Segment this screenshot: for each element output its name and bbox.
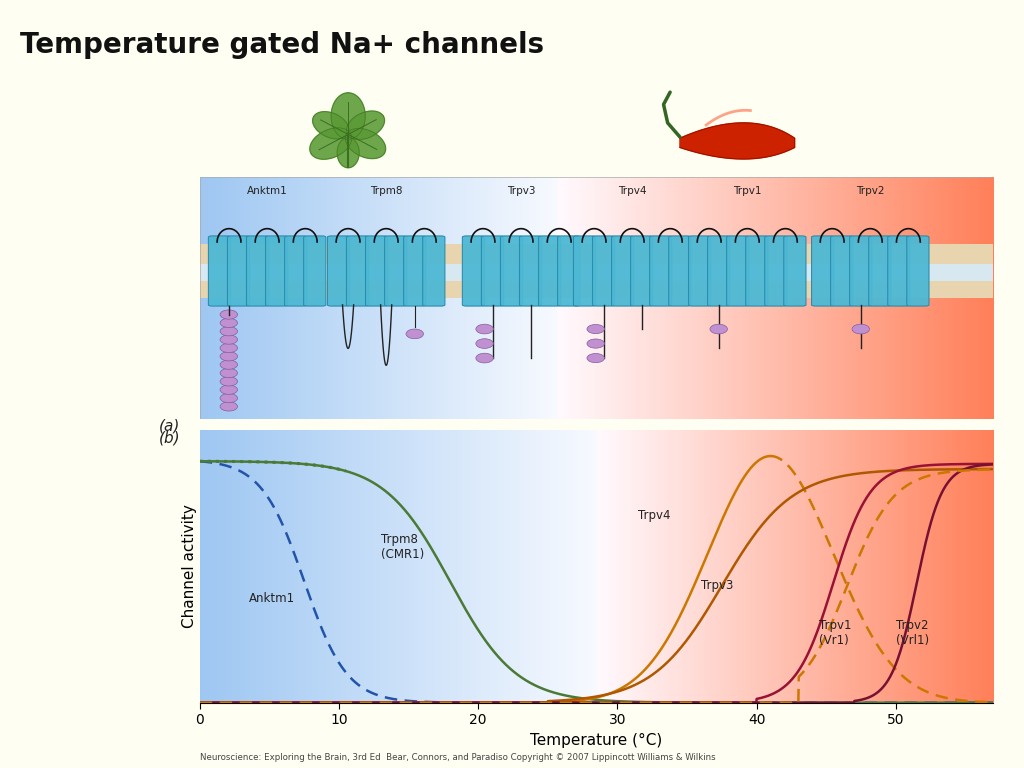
- Polygon shape: [331, 93, 366, 140]
- FancyBboxPatch shape: [463, 236, 484, 306]
- Y-axis label: Channel activity: Channel activity: [182, 505, 197, 628]
- FancyBboxPatch shape: [783, 236, 806, 306]
- Ellipse shape: [220, 326, 238, 336]
- FancyBboxPatch shape: [631, 236, 653, 306]
- Bar: [200, 280, 993, 298]
- FancyBboxPatch shape: [304, 236, 326, 306]
- Ellipse shape: [220, 369, 238, 378]
- Ellipse shape: [587, 324, 604, 333]
- Bar: [200, 244, 993, 263]
- FancyBboxPatch shape: [285, 236, 307, 306]
- Ellipse shape: [587, 353, 604, 362]
- FancyBboxPatch shape: [227, 236, 250, 306]
- Ellipse shape: [587, 339, 604, 348]
- X-axis label: Temperature (°C): Temperature (°C): [530, 733, 663, 748]
- FancyBboxPatch shape: [830, 236, 853, 306]
- FancyBboxPatch shape: [708, 236, 730, 306]
- Text: Temperature gated Na+ channels: Temperature gated Na+ channels: [20, 31, 545, 58]
- Text: Trpm8
(CMR1): Trpm8 (CMR1): [381, 533, 424, 561]
- Text: (b): (b): [159, 430, 180, 445]
- FancyBboxPatch shape: [519, 236, 542, 306]
- FancyBboxPatch shape: [573, 236, 596, 306]
- Text: Anktm1: Anktm1: [247, 187, 288, 197]
- Ellipse shape: [220, 386, 238, 394]
- Polygon shape: [346, 111, 385, 140]
- Text: Trpv1
(Vr1): Trpv1 (Vr1): [819, 618, 852, 647]
- Text: Trpv3: Trpv3: [507, 187, 536, 197]
- FancyBboxPatch shape: [247, 236, 268, 306]
- FancyBboxPatch shape: [481, 236, 504, 306]
- Text: Trpv4: Trpv4: [617, 187, 646, 197]
- Polygon shape: [310, 127, 351, 159]
- FancyBboxPatch shape: [727, 236, 749, 306]
- Text: Trpv3: Trpv3: [700, 579, 733, 592]
- FancyBboxPatch shape: [346, 236, 369, 306]
- FancyBboxPatch shape: [888, 236, 910, 306]
- FancyBboxPatch shape: [558, 236, 580, 306]
- Ellipse shape: [476, 324, 494, 334]
- FancyBboxPatch shape: [539, 236, 561, 306]
- Ellipse shape: [710, 324, 727, 334]
- FancyBboxPatch shape: [423, 236, 444, 306]
- Text: Trpv4: Trpv4: [638, 509, 671, 522]
- Ellipse shape: [220, 377, 238, 386]
- Bar: [200, 263, 993, 280]
- Ellipse shape: [852, 324, 869, 334]
- Text: Anktm1: Anktm1: [249, 592, 295, 605]
- Ellipse shape: [220, 335, 238, 344]
- FancyBboxPatch shape: [850, 236, 871, 306]
- Ellipse shape: [220, 393, 238, 402]
- Ellipse shape: [220, 318, 238, 327]
- FancyBboxPatch shape: [669, 236, 691, 306]
- Text: (a): (a): [159, 419, 180, 434]
- Ellipse shape: [220, 352, 238, 361]
- Ellipse shape: [406, 329, 424, 339]
- Ellipse shape: [220, 343, 238, 353]
- Text: Neuroscience: Exploring the Brain, 3rd Ed  Bear, Connors, and Paradiso Copyright: Neuroscience: Exploring the Brain, 3rd E…: [200, 753, 716, 762]
- FancyBboxPatch shape: [745, 236, 768, 306]
- FancyBboxPatch shape: [688, 236, 711, 306]
- FancyBboxPatch shape: [265, 236, 288, 306]
- Polygon shape: [345, 128, 386, 159]
- FancyBboxPatch shape: [649, 236, 672, 306]
- Text: Trpv1: Trpv1: [733, 187, 762, 197]
- Text: Trpm8: Trpm8: [370, 187, 402, 197]
- Polygon shape: [337, 137, 359, 167]
- FancyBboxPatch shape: [812, 236, 834, 306]
- Ellipse shape: [220, 402, 238, 411]
- FancyBboxPatch shape: [765, 236, 786, 306]
- FancyBboxPatch shape: [501, 236, 522, 306]
- FancyBboxPatch shape: [209, 236, 230, 306]
- Polygon shape: [312, 111, 349, 139]
- FancyBboxPatch shape: [403, 236, 426, 306]
- FancyBboxPatch shape: [366, 236, 388, 306]
- Ellipse shape: [476, 339, 494, 349]
- Ellipse shape: [220, 310, 238, 319]
- FancyBboxPatch shape: [868, 236, 891, 306]
- FancyBboxPatch shape: [328, 236, 349, 306]
- Polygon shape: [680, 123, 795, 159]
- Text: Trpv2
(Vrl1): Trpv2 (Vrl1): [896, 618, 929, 647]
- FancyBboxPatch shape: [593, 236, 614, 306]
- FancyBboxPatch shape: [385, 236, 407, 306]
- FancyBboxPatch shape: [907, 236, 929, 306]
- Ellipse shape: [476, 353, 494, 363]
- Text: Trpv2: Trpv2: [856, 187, 885, 197]
- FancyBboxPatch shape: [611, 236, 634, 306]
- Ellipse shape: [220, 360, 238, 369]
